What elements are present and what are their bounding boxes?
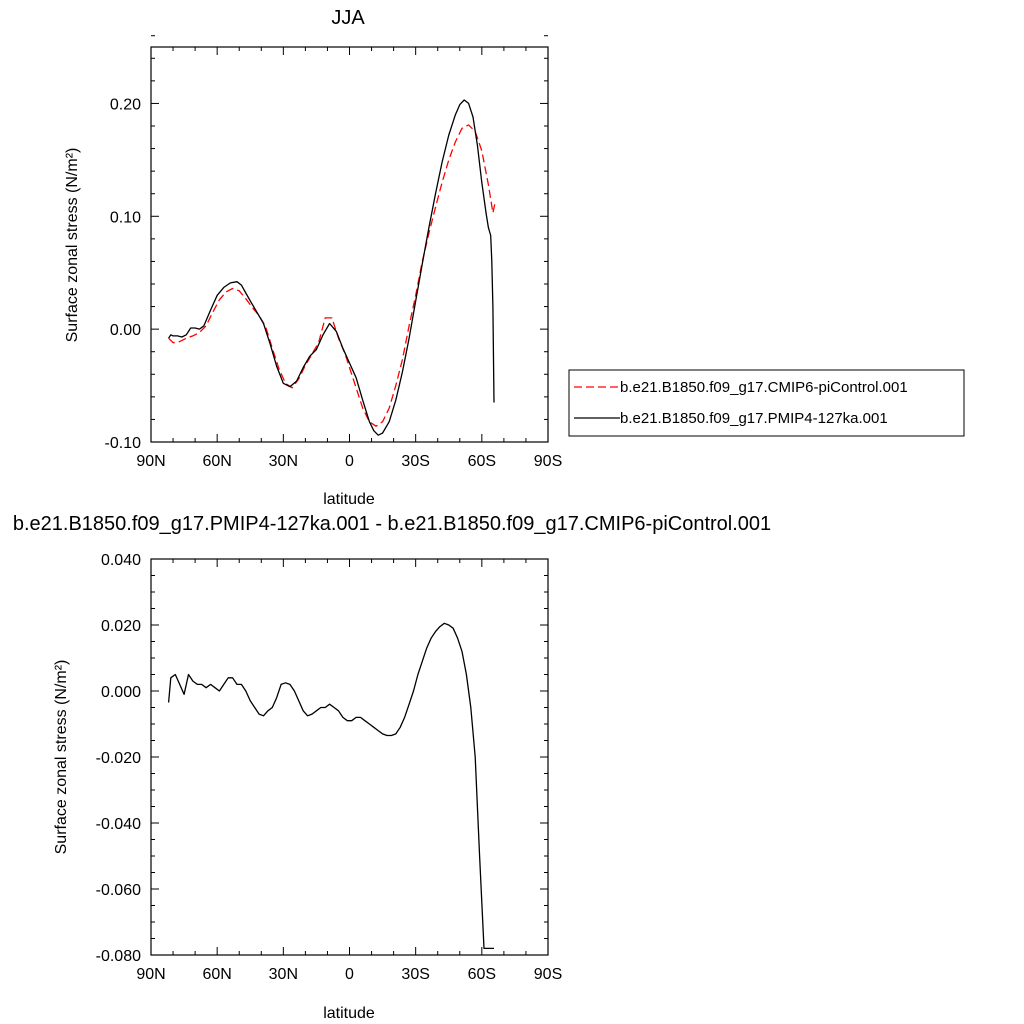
top-x-tick-label: 60S: [468, 453, 496, 470]
top-x-tick-label: 90N: [136, 453, 165, 470]
top-y-tick-label: 0.20: [110, 96, 141, 113]
top-x-axis-title: latitude: [323, 491, 375, 508]
legend: b.e21.B1850.f09_g17.CMIP6-piControl.001 …: [568, 369, 965, 437]
bottom-x-tick-label: 90N: [136, 966, 165, 983]
bottom-y-axis-title: Surface zonal stress (N/m²): [53, 660, 70, 855]
top-x-tick-label: 90S: [534, 453, 562, 470]
top-x-tick-label: 0: [345, 453, 354, 470]
legend-label-picontrol: b.e21.B1850.f09_g17.CMIP6-piControl.001: [620, 379, 908, 396]
top-plot-frame: [150, 46, 549, 443]
bottom-x-tick-label: 60N: [202, 966, 231, 983]
bottom-y-tick-label: -0.020: [96, 750, 141, 767]
bottom-x-axis-title: latitude: [323, 1005, 375, 1022]
top-series-line-picontrol: [168, 124, 496, 427]
bottom-x-tick-label: 30N: [269, 966, 298, 983]
top-axis-ticks: 90N 60N 30N 0 30S 60S 90S -0.10 0.00 0.10 0.20: [105, 35, 562, 470]
bottom-plot-frame: [150, 558, 549, 956]
top-y-tick-label: 0.10: [110, 209, 141, 226]
bottom-x-tick-label: 90S: [534, 966, 562, 983]
top-series-line-127ka: [168, 99, 495, 436]
bottom-x-tick-label: 30S: [401, 966, 429, 983]
top-y-tick-label: -0.10: [105, 435, 142, 452]
legend-label-127ka: b.e21.B1850.f09_g17.PMIP4-127ka.001: [620, 410, 888, 427]
top-chart-title: JJA: [331, 7, 365, 29]
top-y-axis-title: Surface zonal stress (N/m²): [64, 148, 81, 343]
top-y-tick-label: 0.00: [110, 322, 141, 339]
bottom-y-tick-label: -0.040: [96, 816, 141, 833]
bottom-y-tick-label: -0.060: [96, 882, 141, 899]
bottom-series-line-difference: [167, 622, 494, 950]
top-x-tick-label: 60N: [202, 453, 231, 470]
bottom-y-tick-label: 0.040: [101, 552, 141, 569]
bottom-y-tick-label: 0.020: [101, 618, 141, 635]
bottom-axis-ticks: 90N 60N 30N 0 30S 60S 90S -0.080 -0.060 -0.040 -0.…: [96, 552, 563, 983]
bottom-chart-title: b.e21.B1850.f09_g17.PMIP4-127ka.001 - b.…: [13, 513, 771, 535]
bottom-x-tick-label: 60S: [468, 966, 496, 983]
bottom-y-tick-label: -0.080: [96, 948, 141, 965]
legend-box: [568, 369, 965, 437]
bottom-x-tick-label: 0: [345, 966, 354, 983]
top-x-tick-label: 30S: [401, 453, 429, 470]
bottom-data-lines: [167, 622, 494, 950]
top-data-lines: [168, 99, 496, 436]
top-x-tick-label: 30N: [269, 453, 298, 470]
bottom-y-tick-label: 0.000: [101, 684, 141, 701]
